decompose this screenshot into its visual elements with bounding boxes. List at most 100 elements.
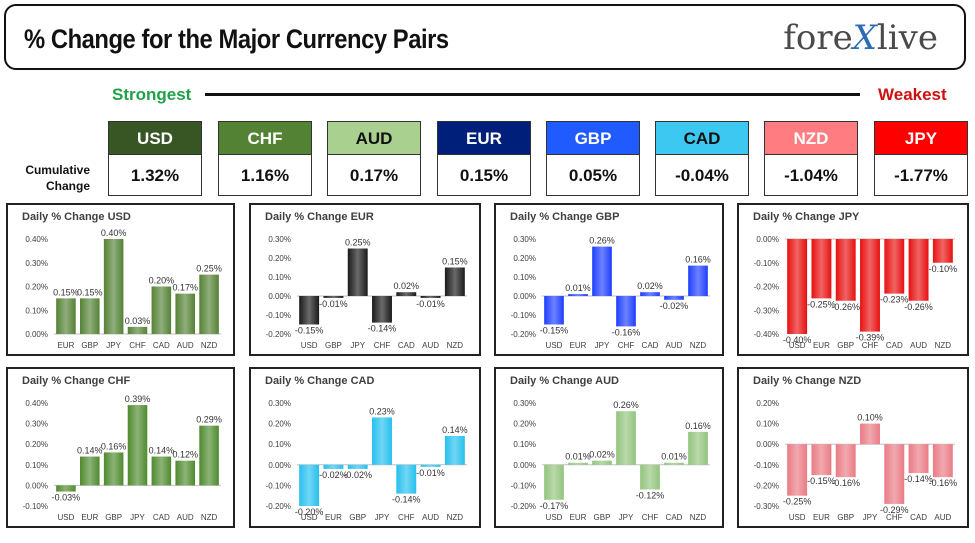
chart-title: Daily % Change CAD: [265, 375, 375, 387]
bar: [420, 296, 441, 298]
data-label: -0.25%: [807, 299, 836, 309]
y-tick-label: -0.20%: [511, 330, 536, 339]
x-tick-label: NZD: [447, 513, 464, 522]
y-tick-label: 0.30%: [268, 235, 291, 244]
weakest-label: Weakest: [878, 85, 947, 104]
x-tick-label: GBP: [594, 513, 611, 522]
data-label: -0.17%: [540, 501, 569, 511]
x-tick-label: GBP: [105, 513, 122, 522]
bar: [932, 444, 953, 478]
y-tick-label: 0.00%: [268, 292, 291, 301]
data-label: -0.16%: [831, 478, 860, 488]
chart-panel-5: Daily % Change CHF -0.10% 0.00% 0.10% 0.20% 0…: [6, 367, 235, 528]
strength-arrow-line: [205, 93, 860, 96]
x-tick-label: JPY: [863, 513, 878, 522]
x-tick-label: AUD: [934, 513, 951, 522]
x-tick-label: EUR: [81, 513, 98, 522]
currency-cumulative-value: 0.17%: [327, 155, 421, 196]
bar: [299, 296, 320, 325]
data-label: -0.26%: [831, 302, 860, 312]
y-tick-label: 0.20%: [268, 420, 291, 429]
y-tick-label: -0.10%: [754, 461, 779, 470]
y-tick-label: 0.10%: [25, 306, 48, 315]
x-tick-label: AUD: [910, 341, 927, 350]
bar: [347, 464, 368, 469]
currency-cumulative-value: -1.77%: [874, 155, 968, 196]
data-label: -0.03%: [52, 493, 81, 503]
data-label: -0.14%: [392, 495, 421, 505]
chart-panel-8: Daily % Change NZD -0.30% -0.20% -0.10% 0.00…: [737, 367, 969, 528]
data-label: 0.26%: [613, 400, 639, 410]
y-tick-label: 0.30%: [268, 399, 291, 408]
x-tick-label: CHF: [886, 513, 903, 522]
y-tick-label: 0.40%: [25, 235, 48, 244]
bar: [199, 274, 219, 334]
data-label: -0.15%: [807, 476, 836, 486]
bar: [932, 239, 953, 263]
x-tick-label: CAD: [398, 341, 415, 350]
data-label: 0.15%: [77, 287, 103, 297]
data-label: 0.40%: [101, 228, 127, 238]
chart-title: Daily % Change EUR: [265, 211, 374, 223]
x-tick-label: EUR: [57, 341, 74, 350]
bar: [372, 417, 392, 465]
data-label: 0.10%: [857, 413, 883, 423]
y-tick-label: -0.30%: [754, 502, 779, 511]
bar: [811, 444, 832, 476]
bar-chart: -0.10% 0.00% 0.10% 0.20% 0.30% 0.40% -0.03% USD…: [23, 394, 222, 522]
y-tick-label: 0.30%: [25, 420, 48, 429]
data-label: 0.14%: [77, 446, 103, 456]
currency-cumulative-value: 1.16%: [218, 155, 312, 196]
x-tick-label: CAD: [666, 513, 683, 522]
currency-cumulative-value: -1.04%: [764, 155, 858, 196]
bar-chart: -0.20%-0.10%0.00%0.10%0.20%0.30%-0.20%US…: [266, 399, 468, 522]
chart-title: Daily % Change AUD: [510, 375, 620, 387]
data-label: 0.14%: [442, 425, 468, 435]
bar-chart: -0.30% -0.20% -0.10% 0.00% 0.10% 0.20% -0.25% U…: [754, 399, 957, 522]
data-label: 0.02%: [394, 281, 420, 291]
x-tick-label: CAD: [153, 513, 170, 522]
x-tick-label: JPY: [375, 513, 390, 522]
x-tick-label: CHF: [642, 513, 659, 522]
bar: [56, 485, 76, 492]
bar: [151, 456, 172, 486]
bar: [199, 425, 219, 486]
x-tick-label: USD: [789, 513, 806, 522]
data-label: -0.01%: [416, 299, 445, 309]
bar: [908, 239, 929, 301]
bar: [592, 246, 612, 296]
chart-panel-1: Daily % Change USD 0.00% 0.10% 0.20% 0.30% 0.…: [6, 203, 235, 356]
bar: [664, 296, 684, 300]
x-tick-label: GBP: [349, 513, 366, 522]
y-tick-label: -0.40%: [754, 330, 779, 339]
bar: [884, 239, 905, 294]
title-banner: % Change for the Major Currency Pairs fo…: [4, 4, 966, 70]
bar: [544, 464, 564, 500]
data-label: -0.15%: [540, 326, 569, 336]
x-tick-label: CAD: [642, 341, 659, 350]
x-tick-label: EUR: [570, 341, 587, 350]
chart-title: Daily % Change USD: [22, 211, 131, 223]
currency-name: CHF: [218, 121, 312, 155]
currency-name: GBP: [546, 121, 640, 155]
data-label: -0.20%: [295, 507, 324, 517]
x-tick-label: JPY: [106, 341, 121, 350]
data-label: -0.01%: [319, 299, 348, 309]
bar: [688, 265, 708, 296]
data-label: 0.15%: [442, 257, 468, 267]
x-tick-label: EUR: [813, 513, 830, 522]
x-tick-label: CAD: [153, 341, 170, 350]
x-tick-label: NZD: [690, 341, 707, 350]
bar-chart: -0.20% -0.10% 0.00% 0.10% 0.20% 0.30% -0.15% US…: [511, 235, 711, 350]
bar: [151, 286, 172, 334]
x-tick-label: CHF: [398, 513, 415, 522]
x-tick-label: NZD: [201, 513, 218, 522]
data-label: 0.16%: [685, 421, 711, 431]
bar: [860, 423, 880, 445]
bar: [640, 292, 660, 296]
currency-box-gbp: GBP 0.05%: [546, 121, 640, 197]
x-tick-label: AUD: [422, 341, 439, 350]
y-tick-label: 0.30%: [513, 399, 536, 408]
x-tick-label: NZD: [935, 341, 952, 350]
data-label: -0.12%: [636, 491, 665, 501]
